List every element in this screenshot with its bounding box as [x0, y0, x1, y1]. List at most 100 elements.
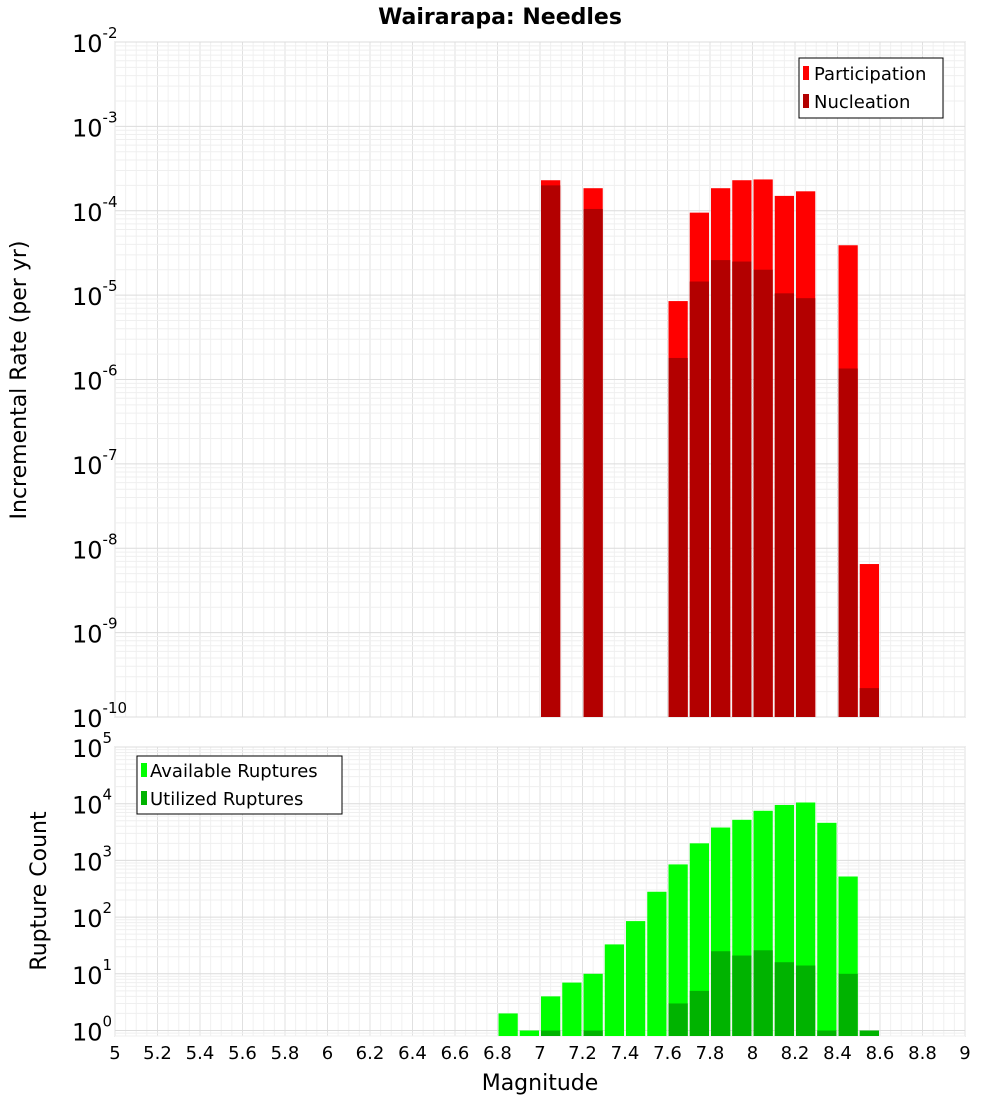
y-tick-base: 10	[72, 621, 103, 649]
x-tick-label: 8.6	[866, 1043, 895, 1064]
y-tick-base: 10	[72, 705, 103, 733]
legend-label-utilized: Utilized Ruptures	[150, 789, 303, 810]
y-tick-label: 100	[72, 1013, 112, 1047]
bottom-bars	[498, 802, 879, 1036]
count-bar-series1	[583, 973, 603, 1036]
chart-title: Wairarapa: Needles	[378, 5, 622, 30]
count-bar-series2	[753, 950, 773, 1036]
y-tick-base: 10	[72, 848, 103, 876]
legend-swatch-available	[141, 763, 147, 777]
count-bar-series1	[541, 996, 561, 1036]
y-tick-exponent: -2	[103, 24, 118, 42]
legend-label-participation: Participation	[814, 64, 926, 85]
x-tick-label: 8.8	[908, 1043, 937, 1064]
x-tick-label: 6.6	[441, 1043, 470, 1064]
x-tick-label: 8	[747, 1043, 758, 1064]
y-tick-label: 10-4	[72, 193, 118, 227]
y-tick-exponent: -7	[103, 446, 118, 464]
y-tick-label: 10-6	[72, 362, 118, 396]
y-tick-base: 10	[72, 792, 103, 820]
rate-bar-series2	[732, 261, 752, 717]
count-bar-series2	[732, 955, 752, 1036]
top-legend-box	[798, 57, 944, 119]
y-tick-base: 10	[72, 199, 103, 227]
count-bar-series1	[604, 944, 624, 1036]
count-bar-series2	[711, 951, 731, 1036]
x-tick-label: 7.4	[611, 1043, 640, 1064]
count-bar-series1	[689, 843, 709, 1036]
y-tick-label: 105	[72, 729, 112, 763]
rate-bar-series2	[774, 293, 794, 717]
count-bar-series2	[774, 962, 794, 1036]
bottom-legend-box	[136, 755, 343, 815]
x-tick-label: 8.2	[781, 1043, 810, 1064]
x-tick-label: 6	[322, 1043, 333, 1064]
rate-bar-series2	[711, 260, 731, 717]
y-tick-base: 10	[72, 114, 103, 142]
count-bar-series1	[647, 891, 667, 1036]
x-ticks: 5 5.2 5.4 5.6 5.8 6 6.2 6.4 6.6 6.8 7 7.2 7.4 7.6 7.8 8…	[109, 1043, 970, 1064]
count-bar-series1	[562, 982, 582, 1036]
top-y-axis-label: Incremental Rate (per yr)	[7, 241, 32, 520]
y-tick-exponent: -8	[103, 530, 118, 548]
y-tick-exponent: -10	[103, 699, 128, 717]
x-tick-label: 6.2	[356, 1043, 385, 1064]
count-bar-series2	[668, 1003, 688, 1036]
y-tick-base: 10	[72, 283, 103, 311]
y-tick-label: 10-8	[72, 530, 118, 564]
top-legend: Participation Nucleation	[798, 57, 944, 119]
y-tick-label: 10-7	[72, 446, 118, 480]
top-grid	[114, 41, 966, 718]
x-tick-label: 8.4	[823, 1043, 852, 1064]
x-tick-label: 7.2	[568, 1043, 597, 1064]
count-bar-series1	[668, 864, 688, 1036]
count-bar-series1	[817, 822, 837, 1036]
rate-bar-series1	[859, 564, 879, 717]
x-tick-label: 7.6	[653, 1043, 682, 1064]
count-bar-series1	[626, 921, 646, 1036]
y-tick-label: 10-2	[72, 24, 118, 58]
x-tick-label: 6.4	[398, 1043, 427, 1064]
legend-swatch-nucleation	[803, 94, 809, 108]
legend-label-nucleation: Nucleation	[814, 92, 910, 113]
y-tick-exponent: 5	[103, 729, 113, 747]
legend-label-available: Available Ruptures	[150, 761, 318, 782]
x-tick-label: 6.8	[483, 1043, 512, 1064]
rate-bar-series2	[796, 298, 816, 717]
bottom-legend: Available Ruptures Utilized Ruptures	[136, 755, 343, 815]
y-tick-base: 10	[72, 905, 103, 933]
y-tick-base: 10	[72, 735, 103, 763]
x-tick-label: 5.8	[271, 1043, 300, 1064]
top-bars	[541, 179, 879, 718]
y-tick-base: 10	[72, 962, 103, 990]
count-bar-series2	[796, 965, 816, 1036]
y-tick-label: 10-3	[72, 108, 118, 142]
y-tick-base: 10	[72, 1019, 103, 1047]
y-tick-base: 10	[72, 30, 103, 58]
rate-bar-series2	[668, 357, 688, 717]
y-tick-exponent: 3	[103, 842, 113, 860]
y-tick-exponent: -9	[103, 615, 118, 633]
rate-bar-series2	[859, 688, 879, 717]
y-tick-label: 10-10	[72, 699, 127, 733]
rate-bar-series2	[753, 269, 773, 717]
x-tick-label: 7.8	[696, 1043, 725, 1064]
y-tick-label: 103	[72, 842, 112, 876]
x-tick-label: 7	[534, 1043, 545, 1064]
y-tick-label: 101	[72, 956, 112, 990]
y-tick-exponent: 2	[103, 899, 113, 917]
count-bar-series2	[541, 1030, 561, 1036]
y-tick-exponent: 4	[103, 786, 113, 804]
count-bar-series1	[498, 1013, 518, 1036]
y-tick-base: 10	[72, 368, 103, 396]
y-tick-exponent: -6	[103, 362, 118, 380]
x-axis-label: Magnitude	[482, 1071, 599, 1096]
y-tick-exponent: -4	[103, 193, 118, 211]
rate-bar-series2	[689, 281, 709, 717]
